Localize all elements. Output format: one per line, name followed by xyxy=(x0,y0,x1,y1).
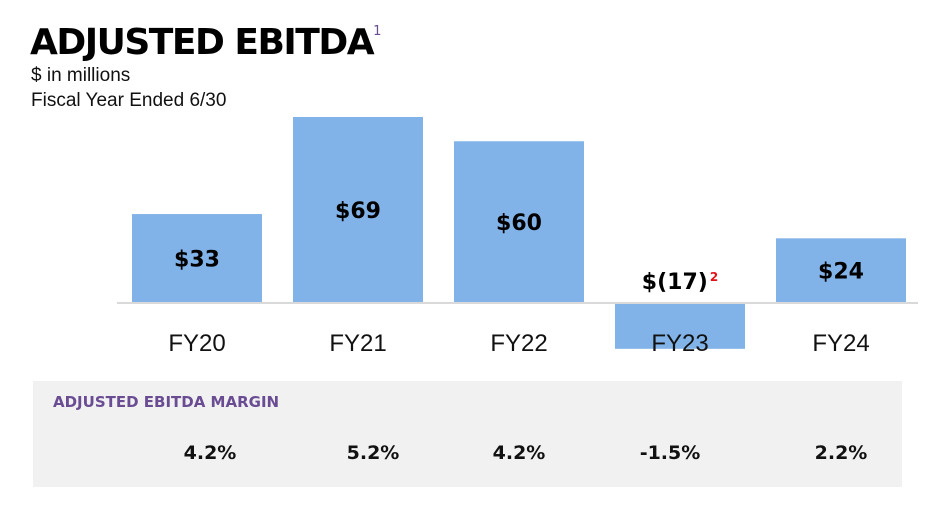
margin-value-fy20: 4.2% xyxy=(183,442,237,464)
data-label-value: $33 xyxy=(174,248,220,273)
bar-fy21 xyxy=(293,117,423,303)
x-tick-fy23: FY23 xyxy=(651,330,708,357)
labels-layer: $33 FY20 $69 FY21 $60 FY22 $(17) 2 FY23 $24 FY24 xyxy=(168,199,869,357)
footnote-marker: 2 xyxy=(710,270,718,284)
margin-value-fy22: 4.2% xyxy=(492,442,546,464)
bar-fy24 xyxy=(776,238,906,303)
data-label-fy21: $69 xyxy=(335,199,381,224)
data-label-fy20: $33 xyxy=(174,248,220,273)
data-label-value: $60 xyxy=(496,211,542,236)
margin-value-fy23: -1.5% xyxy=(639,442,701,464)
margin-panel-title: ADJUSTED EBITDA MARGIN xyxy=(53,393,280,411)
data-label-fy24: $24 xyxy=(818,260,864,285)
data-label-fy23: $(17) 2 xyxy=(642,270,718,295)
x-tick-fy22: FY22 xyxy=(490,330,547,357)
bars-layer xyxy=(132,117,906,349)
x-tick-fy21: FY21 xyxy=(329,330,386,357)
bar-fy20 xyxy=(132,214,262,303)
units-subtitle: $ in millions xyxy=(31,65,131,86)
x-tick-fy24: FY24 xyxy=(812,330,869,357)
margin-value-fy21: 5.2% xyxy=(346,442,400,464)
data-label-value: $69 xyxy=(335,199,381,224)
chart-title-text: ADJUSTED EBITDA xyxy=(30,22,375,63)
x-tick-fy20: FY20 xyxy=(168,330,225,357)
margin-value-fy24: 2.2% xyxy=(814,442,868,464)
period-subtitle: Fiscal Year Ended 6/30 xyxy=(31,90,227,111)
bar-fy22 xyxy=(454,141,584,303)
ebitda-bar-chart: $33 FY20 $69 FY21 $60 FY22 $(17) 2 FY23 $24 FY24 xyxy=(117,117,918,357)
chart-title: ADJUSTED EBITDA1 xyxy=(30,22,381,63)
data-label-fy22: $60 xyxy=(496,211,542,236)
ebitda-margin-panel: ADJUSTED EBITDA MARGIN 4.2% 5.2% 4.2% -1.5%… xyxy=(33,381,902,487)
data-label-value: $(17) xyxy=(642,270,708,295)
title-footnote-marker: 1 xyxy=(373,24,382,39)
data-label-value: $24 xyxy=(818,260,864,285)
bar-fy23 xyxy=(615,303,745,349)
